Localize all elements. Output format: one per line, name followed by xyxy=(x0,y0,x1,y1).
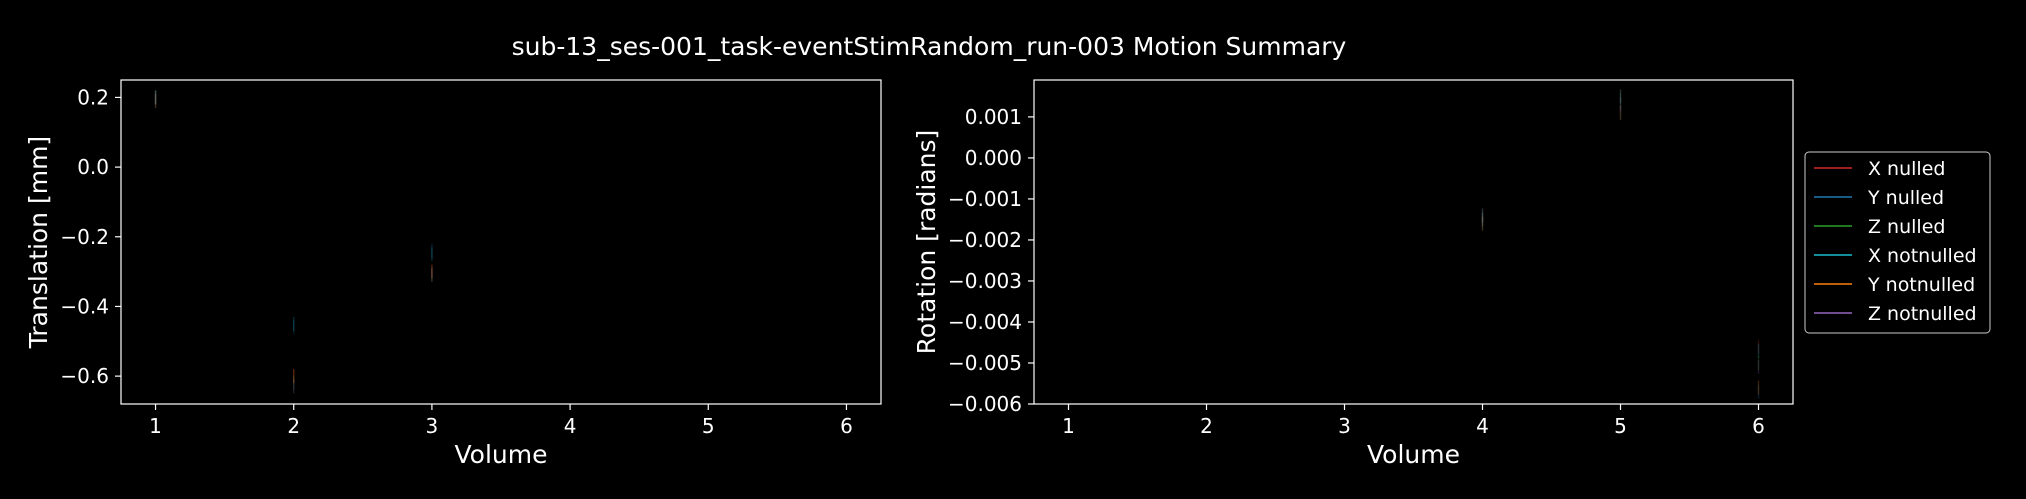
rotation-plot: 1 2 3 4 5 6 0.001 0.000 −0.001 −0.002 −0.003 −0.004… xyxy=(912,79,1794,469)
rotation-series-3 xyxy=(1481,89,1760,358)
legend-item: X notnulled xyxy=(1814,245,1977,267)
rotation-series-0 xyxy=(1481,89,1760,354)
legend: X nulled Y nulled Z nulled X notnulled Y not… xyxy=(1804,151,1991,334)
translation-xtick-label: 4 xyxy=(564,414,577,438)
rotation-axes-frame xyxy=(1033,79,1794,405)
translation-series-4 xyxy=(154,93,433,384)
rotation-ytick-label: −0.001 xyxy=(948,187,1022,211)
translation-ytick-label: −0.4 xyxy=(60,294,109,318)
translation-xtick-label: 2 xyxy=(287,414,300,438)
rotation-ytick-label: −0.006 xyxy=(948,392,1022,416)
rotation-ytick-label: −0.003 xyxy=(948,269,1022,293)
rotation-ytick-label: −0.002 xyxy=(948,228,1022,252)
legend-label: Y nulled xyxy=(1867,187,1944,209)
translation-ylabel: Translation [mm] xyxy=(24,136,53,349)
legend-item: Z nulled xyxy=(1814,216,1945,238)
legend-label: Z notnulled xyxy=(1868,303,1977,325)
translation-series-1 xyxy=(154,93,433,335)
rotation-ylabel: Rotation [radians] xyxy=(912,130,941,355)
translation-series-3 xyxy=(154,90,433,331)
translation-plot: 1 2 3 4 5 6 0.2 0.0 −0.2 −0.4 −0.6 Volume Translatio… xyxy=(24,79,882,469)
translation-ytick-label: −0.2 xyxy=(60,225,109,249)
translation-xtick-label: 5 xyxy=(702,414,715,438)
translation-ytick-label: −0.6 xyxy=(60,364,109,388)
rotation-xtick-label: 4 xyxy=(1476,414,1489,438)
rotation-ytick-label: −0.004 xyxy=(948,310,1022,334)
translation-xlabel: Volume xyxy=(455,440,548,469)
rotation-series-4 xyxy=(1481,105,1760,395)
legend-label: Y notnulled xyxy=(1867,274,1975,296)
plots: 1 2 3 4 5 6 0.2 0.0 −0.2 −0.4 −0.6 Volume Translatio… xyxy=(24,79,1794,469)
rotation-xtick-label: 5 xyxy=(1614,414,1627,438)
translation-series-0 xyxy=(154,90,433,384)
legend-item: X nulled xyxy=(1814,158,1945,180)
rotation-xtick-label: 1 xyxy=(1062,414,1075,438)
rotation-ytick-label: 0.000 xyxy=(965,146,1022,170)
legend-item: Z notnulled xyxy=(1814,303,1977,325)
rotation-xtick-label: 3 xyxy=(1338,414,1351,438)
legend-label: Z nulled xyxy=(1868,216,1945,238)
rotation-ytick-label: −0.005 xyxy=(948,351,1022,375)
rotation-ytick-label: 0.001 xyxy=(965,105,1022,129)
translation-ytick-label: 0.2 xyxy=(77,85,109,109)
translation-xtick-label: 1 xyxy=(149,414,162,438)
rotation-series-2 xyxy=(1481,93,1760,370)
legend-label: X nulled xyxy=(1868,158,1945,180)
translation-series-2 xyxy=(154,90,433,391)
translation-ytick-label: 0.0 xyxy=(77,155,109,179)
figure-title: sub-13_ses-001_task-eventStimRandom_run-… xyxy=(512,32,1347,61)
legend-item: Y notnulled xyxy=(1814,274,1975,296)
translation-axes-frame xyxy=(120,79,882,405)
rotation-xlabel: Volume xyxy=(1367,440,1460,469)
translation-xtick-label: 3 xyxy=(426,414,439,438)
rotation-series-5 xyxy=(1481,97,1760,375)
rotation-xtick-label: 2 xyxy=(1200,414,1213,438)
rotation-xtick-label: 6 xyxy=(1752,414,1765,438)
translation-xtick-label: 6 xyxy=(840,414,853,438)
rotation-series-1 xyxy=(1481,105,1760,399)
legend-item: Y nulled xyxy=(1814,187,1944,209)
translation-series-5 xyxy=(154,90,433,394)
legend-label: X notnulled xyxy=(1868,245,1977,267)
